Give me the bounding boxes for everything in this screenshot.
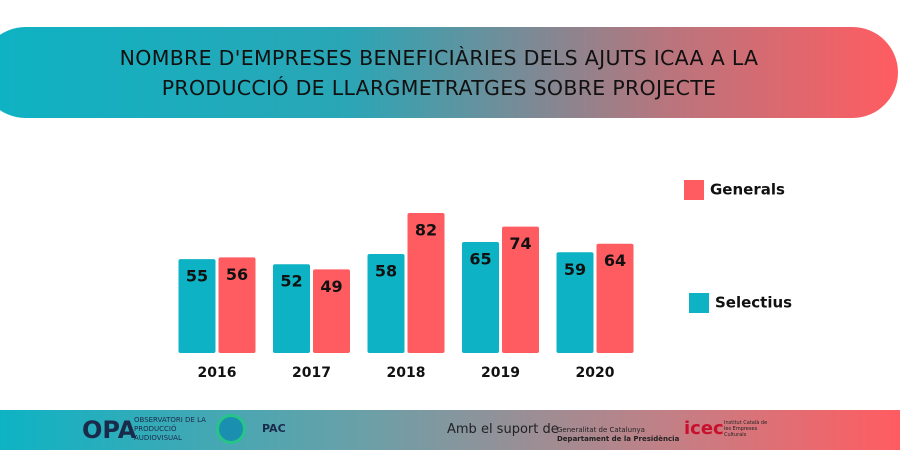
bar [502,226,539,353]
chart: 2016 55 56 2017 52 49 2018 58 82 2019 65 74 2020 59 64… [178,180,792,381]
value-label: 65 [469,250,491,269]
value-label: 58 [375,261,397,280]
value-label: 49 [320,277,342,296]
footer: OPA OBSERVATORI DE LA PRODUCCIÓ AUDIOVIS… [0,410,900,450]
x-tick-label: 2016 [198,365,237,381]
value-label: 55 [186,267,208,286]
bar [367,253,405,353]
x-tick-label: 2017 [292,365,331,381]
bar [407,213,445,353]
legend-label: Generals [710,181,785,199]
legend-swatch [684,180,704,200]
legend-label: Selectius [715,294,792,312]
value-label: 52 [280,272,302,291]
value-label: 82 [415,221,437,240]
icec-sub: Institut Català de les Empreses Cultural… [724,420,768,438]
value-label: 59 [564,260,586,279]
x-tick-label: 2018 [387,365,426,381]
support: Amb el suport de [447,422,559,437]
pac: PAC [262,422,286,435]
brand: OPA [82,416,137,444]
bar [218,257,256,353]
chart-title: NOMBRE D'EMPRESES BENEFICIÀRIES DELS AJU… [119,45,759,100]
bar [178,259,216,353]
bar [273,264,310,353]
bar [556,252,594,353]
dept: Departament de la Presidència [557,435,680,443]
icec: icec [684,418,724,439]
legend-swatch [689,293,709,313]
title-banner: NOMBRE D'EMPRESES BENEFICIÀRIES DELS AJU… [0,27,898,118]
bar [596,243,634,353]
bar [313,269,350,353]
x-tick-label: 2019 [481,365,520,381]
value-label: 56 [226,265,248,284]
pac-logo [216,414,246,444]
brand-sub: OBSERVATORI DE LA PRODUCCIÓ AUDIOVISUAL [134,416,206,442]
bar [462,242,499,353]
value-label: 64 [604,251,626,270]
value-label: 74 [509,234,531,253]
x-tick-label: 2020 [576,365,615,381]
gov: Generalitat de Catalunya [557,426,645,434]
